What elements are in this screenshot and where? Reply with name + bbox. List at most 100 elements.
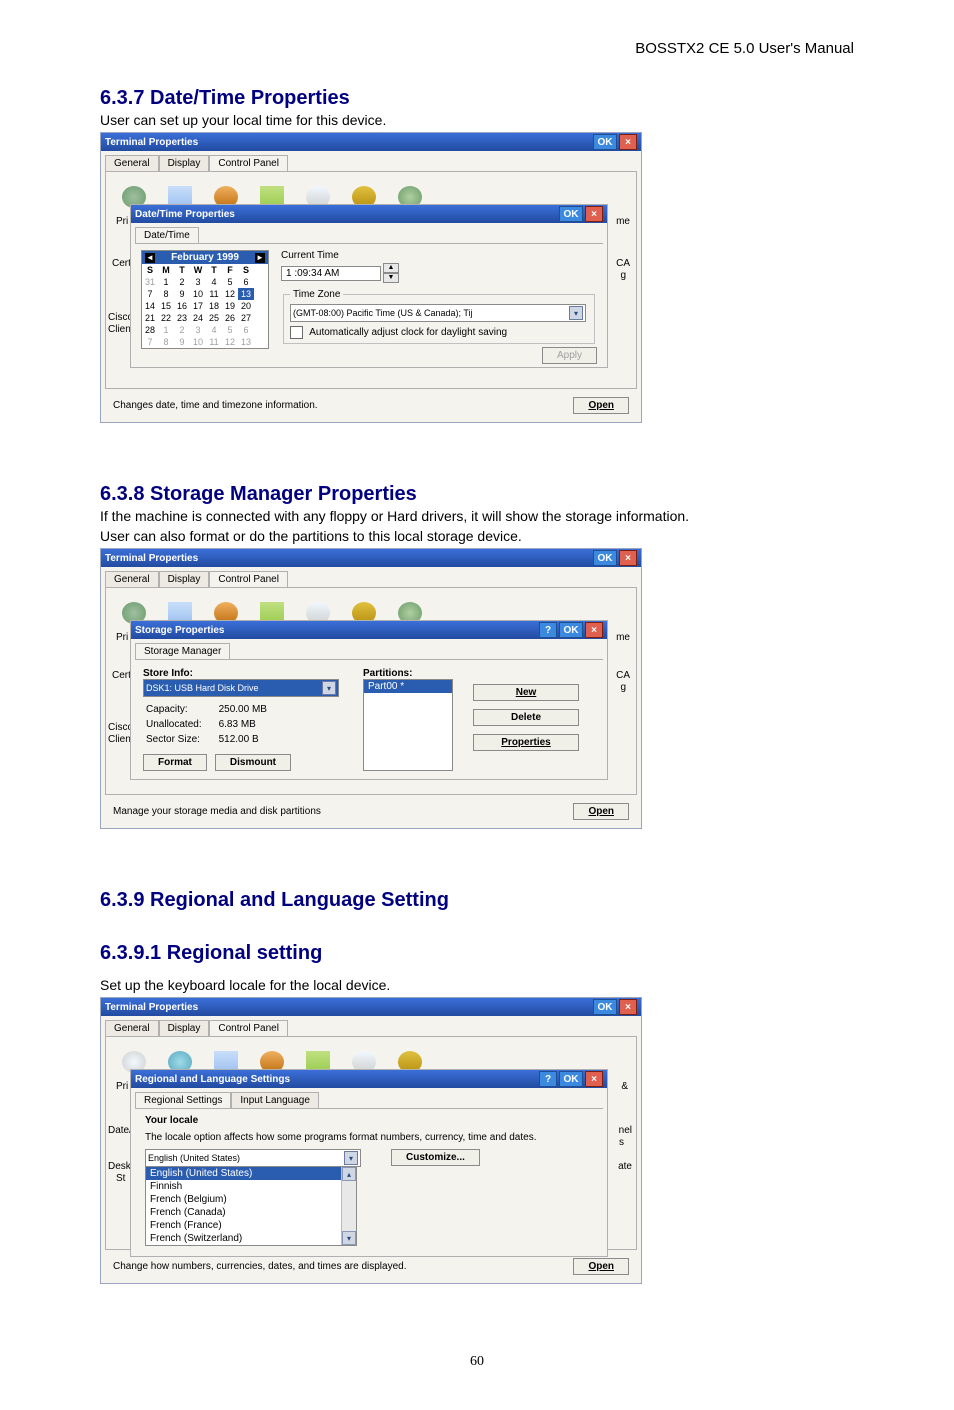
calendar-day[interactable]: 1 xyxy=(158,276,174,288)
calendar-day[interactable]: 15 xyxy=(158,300,174,312)
calendar-day[interactable]: 4 xyxy=(206,276,222,288)
title-ok-button[interactable]: OK xyxy=(593,550,617,566)
close-icon[interactable]: × xyxy=(585,622,603,638)
calendar-day[interactable]: 22 xyxy=(158,312,174,324)
calendar-day[interactable]: 6 xyxy=(238,276,254,288)
chevron-down-icon[interactable]: ▾ xyxy=(569,306,583,320)
open-button[interactable]: Open xyxy=(573,1258,629,1275)
calendar-day[interactable]: 5 xyxy=(222,276,238,288)
calendar-day[interactable]: 13 xyxy=(238,288,254,300)
title-ok-button[interactable]: OK xyxy=(593,134,617,150)
dismount-button[interactable]: Dismount xyxy=(215,754,291,771)
tab-general[interactable]: General xyxy=(105,155,159,171)
titlebar-639[interactable]: Terminal Properties OK × xyxy=(101,998,641,1016)
calendar-day[interactable]: 8 xyxy=(158,336,174,348)
new-button[interactable]: New xyxy=(473,684,579,701)
titlebar-638[interactable]: Terminal Properties OK × xyxy=(101,549,641,567)
calendar-day[interactable]: 16 xyxy=(174,300,190,312)
locale-listbox[interactable]: English (United States) Finnish French (… xyxy=(145,1166,357,1246)
calendar-day[interactable]: 2 xyxy=(174,324,190,336)
calendar-day[interactable]: 26 xyxy=(222,312,238,324)
calendar-day[interactable]: 1 xyxy=(158,324,174,336)
tab-general[interactable]: General xyxy=(105,1020,159,1036)
calendar-day[interactable]: 9 xyxy=(174,336,190,348)
close-icon[interactable]: × xyxy=(619,134,637,150)
apply-button[interactable]: Apply xyxy=(542,347,597,364)
help-icon[interactable]: ? xyxy=(539,622,557,638)
calendar-grid[interactable]: SMTWTFS311234567891011121314151617181920… xyxy=(142,264,254,348)
list-item[interactable]: French (Canada) xyxy=(146,1206,341,1219)
calendar[interactable]: ◄ February 1999 ► SMTWTFS311234567891011… xyxy=(141,250,269,349)
calendar-day[interactable]: 19 xyxy=(222,300,238,312)
close-icon[interactable]: × xyxy=(619,550,637,566)
title-ok-button[interactable]: OK xyxy=(593,999,617,1015)
current-time-field[interactable]: 1 :09:34 AM xyxy=(281,266,381,281)
title-ok-button[interactable]: OK xyxy=(559,622,583,638)
calendar-day[interactable]: 12 xyxy=(222,288,238,300)
calendar-day[interactable]: 6 xyxy=(238,324,254,336)
calendar-day[interactable]: 17 xyxy=(190,300,206,312)
close-icon[interactable]: × xyxy=(619,999,637,1015)
calendar-day[interactable]: 24 xyxy=(190,312,206,324)
list-item[interactable]: French (Belgium) xyxy=(146,1193,341,1206)
calendar-day[interactable]: 13 xyxy=(238,336,254,348)
calendar-day[interactable]: 7 xyxy=(142,336,158,348)
calendar-day[interactable]: 25 xyxy=(206,312,222,324)
customize-button[interactable]: Customize... xyxy=(391,1149,480,1166)
spinner-down-icon[interactable]: ▼ xyxy=(383,273,399,283)
scroll-up-icon[interactable]: ▴ xyxy=(342,1167,356,1181)
title-ok-button[interactable]: OK xyxy=(559,206,583,222)
format-button[interactable]: Format xyxy=(143,754,207,771)
title-ok-button[interactable]: OK xyxy=(559,1071,583,1087)
tab-regional-settings[interactable]: Regional Settings xyxy=(135,1092,231,1108)
tab-general[interactable]: General xyxy=(105,571,159,587)
calendar-day[interactable]: 18 xyxy=(206,300,222,312)
tab-display[interactable]: Display xyxy=(159,571,210,587)
calendar-day[interactable]: 28 xyxy=(142,324,158,336)
close-icon[interactable]: × xyxy=(585,206,603,222)
tab-control-panel[interactable]: Control Panel xyxy=(209,155,288,171)
list-item[interactable]: Part00 * xyxy=(364,680,452,693)
calendar-day[interactable]: 3 xyxy=(190,276,206,288)
calendar-day[interactable]: 27 xyxy=(238,312,254,324)
delete-button[interactable]: Delete xyxy=(473,709,579,726)
time-zone-select[interactable]: (GMT-08:00) Pacific Time (US & Canada); … xyxy=(290,304,586,322)
calendar-day[interactable]: 7 xyxy=(142,288,158,300)
calendar-day[interactable]: 5 xyxy=(222,324,238,336)
calendar-day[interactable]: 3 xyxy=(190,324,206,336)
calendar-day[interactable]: 20 xyxy=(238,300,254,312)
calendar-day[interactable]: 4 xyxy=(206,324,222,336)
titlebar-regional[interactable]: Regional and Language Settings ? OK × xyxy=(131,1070,607,1088)
open-button[interactable]: Open xyxy=(573,803,629,820)
titlebar-datetime[interactable]: Date/Time Properties OK × xyxy=(131,205,607,223)
help-icon[interactable]: ? xyxy=(539,1071,557,1087)
store-select[interactable]: DSK1: USB Hard Disk Drive ▾ xyxy=(143,679,339,697)
tab-control-panel[interactable]: Control Panel xyxy=(209,1020,288,1036)
titlebar-637[interactable]: Terminal Properties OK × xyxy=(101,133,641,151)
list-item[interactable]: French (France) xyxy=(146,1219,341,1232)
calendar-day[interactable]: 2 xyxy=(174,276,190,288)
dst-checkbox[interactable] xyxy=(290,326,303,339)
list-item[interactable]: English (United States) xyxy=(146,1167,341,1180)
titlebar-storage[interactable]: Storage Properties ? OK × xyxy=(131,621,607,639)
calendar-day[interactable]: 8 xyxy=(158,288,174,300)
close-icon[interactable]: × xyxy=(585,1071,603,1087)
chevron-down-icon[interactable]: ▾ xyxy=(344,1151,358,1165)
calendar-day[interactable]: 23 xyxy=(174,312,190,324)
tab-datetime[interactable]: Date/Time xyxy=(135,227,199,243)
properties-button[interactable]: Properties xyxy=(473,734,579,751)
tab-storage-manager[interactable]: Storage Manager xyxy=(135,643,230,659)
tab-display[interactable]: Display xyxy=(159,1020,210,1036)
tab-control-panel[interactable]: Control Panel xyxy=(209,571,288,587)
spinner-up-icon[interactable]: ▲ xyxy=(383,263,399,273)
locale-select[interactable]: English (United States) ▾ xyxy=(145,1149,361,1167)
calendar-day[interactable]: 10 xyxy=(190,288,206,300)
calendar-day[interactable]: 21 xyxy=(142,312,158,324)
calendar-day[interactable]: 9 xyxy=(174,288,190,300)
list-item[interactable]: French (Switzerland) xyxy=(146,1232,341,1245)
prev-month-icon[interactable]: ◄ xyxy=(145,253,155,263)
calendar-day[interactable]: 31 xyxy=(142,276,158,288)
calendar-day[interactable]: 14 xyxy=(142,300,158,312)
chevron-down-icon[interactable]: ▾ xyxy=(322,681,336,695)
list-item[interactable]: Finnish xyxy=(146,1180,341,1193)
